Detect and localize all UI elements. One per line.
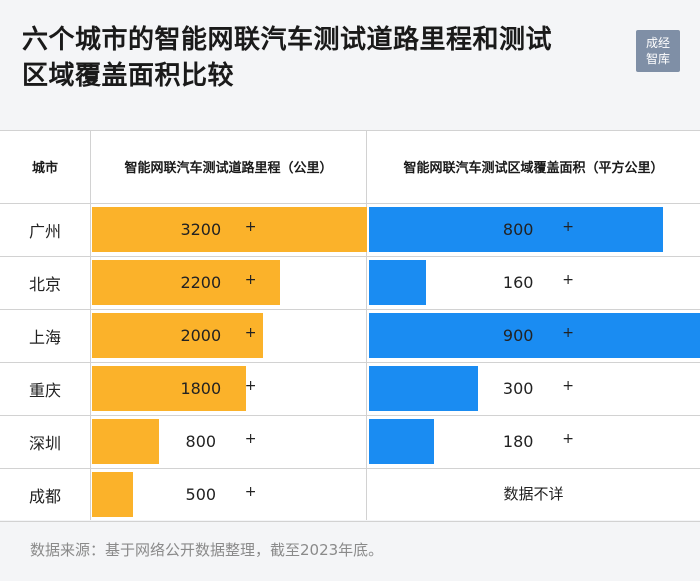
data-bar xyxy=(92,313,263,358)
plus-sign: + xyxy=(244,378,257,394)
city-label: 广州 xyxy=(28,221,61,241)
value-label: 800 xyxy=(502,220,534,239)
logo-line-1: 成经 xyxy=(645,36,670,50)
plus-sign: + xyxy=(562,325,574,341)
plus-sign: + xyxy=(562,272,574,288)
data-bar xyxy=(369,260,426,305)
title-line-2: 区域覆盖面积比较 xyxy=(22,61,235,91)
value-label: 800 xyxy=(185,432,217,451)
row-divider xyxy=(0,309,700,310)
plus-sign: + xyxy=(562,219,574,235)
plus-sign: + xyxy=(562,431,574,447)
city-label: 深圳 xyxy=(28,433,61,453)
row-divider xyxy=(0,362,700,363)
data-bar xyxy=(92,260,280,305)
comparison-table: 城市 智能网联汽车测试道路里程（公里） 智能网联汽车测试区域覆盖面积（平方公里）… xyxy=(0,130,700,522)
data-bar xyxy=(92,207,367,252)
data-bar xyxy=(369,366,478,411)
value-label: 2000 xyxy=(180,326,222,345)
value-label: 3200 xyxy=(180,220,222,239)
value-label: 300 xyxy=(502,379,534,398)
title-line-1: 六个城市的智能网联汽车测试道路里程和测试 xyxy=(22,25,553,55)
row-divider xyxy=(0,415,700,416)
logo-line-2: 智库 xyxy=(645,52,670,66)
plus-sign: + xyxy=(244,272,257,288)
row-divider xyxy=(0,521,700,522)
col-divider xyxy=(366,130,367,520)
data-bar xyxy=(369,419,434,464)
header-road-mileage: 智能网联汽车测试道路里程（公里） xyxy=(124,161,333,176)
data-bar xyxy=(92,472,133,517)
plus-sign: + xyxy=(244,431,257,447)
plus-sign: + xyxy=(562,378,574,394)
value-label: 900 xyxy=(502,326,534,345)
chart-title: 六个城市的智能网联汽车测试道路里程和测试 区域覆盖面积比较 xyxy=(22,22,602,94)
data-bar xyxy=(92,419,159,464)
header-city: 城市 xyxy=(31,161,58,176)
city-label: 上海 xyxy=(28,327,61,347)
city-label: 成都 xyxy=(28,486,61,506)
row-divider xyxy=(0,256,700,257)
value-label: 160 xyxy=(502,273,534,292)
col-divider xyxy=(90,130,91,520)
table-top-border xyxy=(0,130,700,131)
value-label: 1800 xyxy=(180,379,222,398)
header-coverage-area: 智能网联汽车测试区域覆盖面积（平方公里） xyxy=(403,161,664,176)
value-label: 180 xyxy=(502,432,534,451)
source-note: 数据来源：基于网络公开数据整理，截至2023年底。 xyxy=(30,541,384,559)
data-bar xyxy=(92,366,246,411)
value-label: 500 xyxy=(185,485,217,504)
plus-sign: + xyxy=(244,325,257,341)
no-data-label: 数据不详 xyxy=(503,485,564,503)
data-bar xyxy=(369,207,663,252)
value-label: 2200 xyxy=(180,273,222,292)
row-divider xyxy=(0,468,700,469)
city-label: 重庆 xyxy=(28,380,61,400)
data-bar xyxy=(369,313,700,358)
header-divider xyxy=(0,203,700,204)
plus-sign: + xyxy=(244,219,257,235)
brand-logo: 成经 智库 xyxy=(636,30,680,72)
plus-sign: + xyxy=(244,484,257,500)
city-label: 北京 xyxy=(28,274,61,294)
